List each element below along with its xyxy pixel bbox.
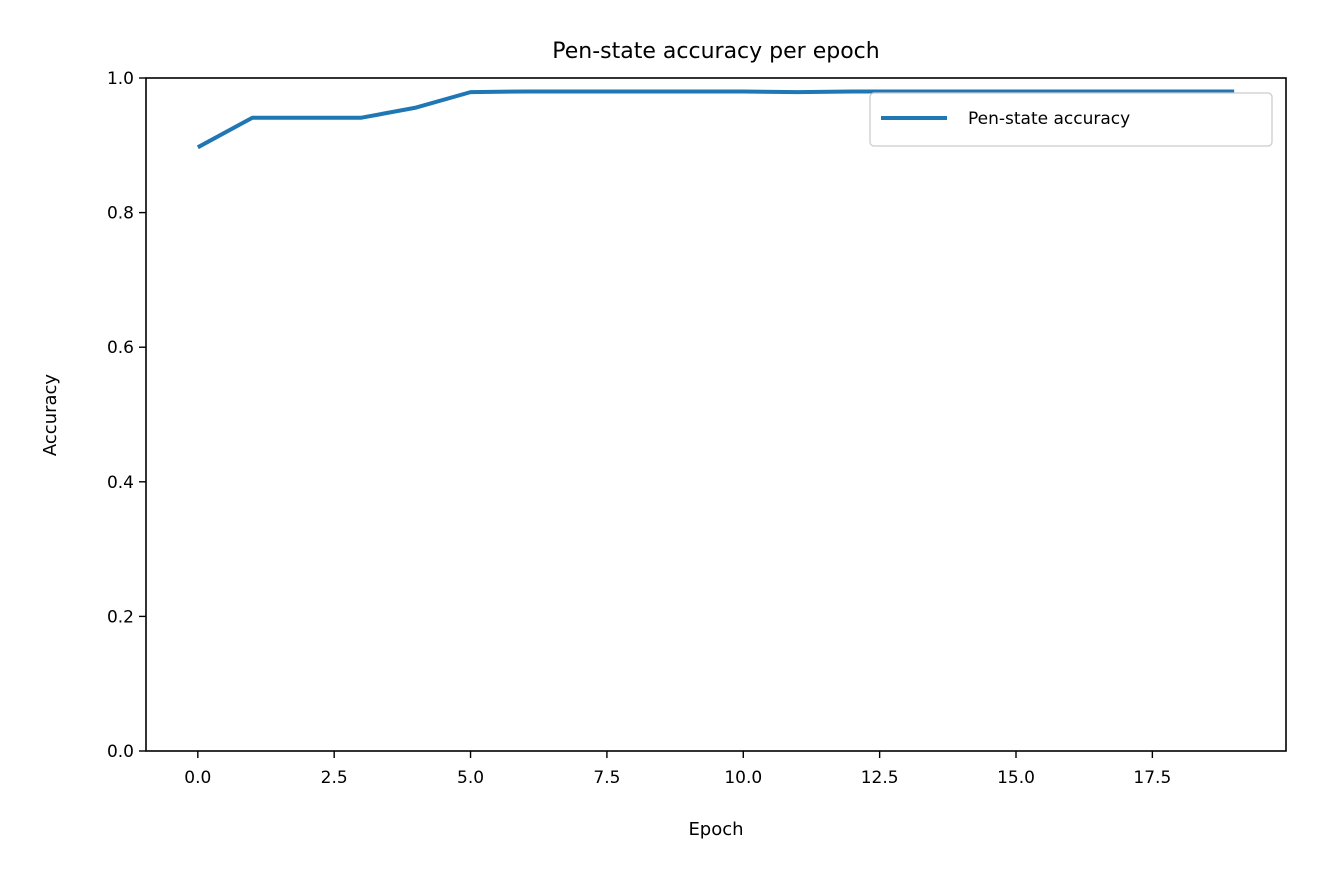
x-axis-label: Epoch bbox=[688, 819, 743, 840]
x-tick-label: 0.0 bbox=[184, 768, 211, 788]
x-tick-label: 2.5 bbox=[321, 768, 348, 788]
legend-label: Pen-state accuracy bbox=[968, 109, 1130, 129]
y-axis-ticks: 0.0 0.2 0.4 0.6 0.8 1.0 bbox=[107, 69, 146, 762]
series-layer bbox=[196, 89, 1235, 150]
x-axis-ticks: 0.0 2.5 5.0 7.5 10.0 12.5 15.0 17.5 bbox=[184, 751, 1171, 788]
x-tick-label: 7.5 bbox=[593, 768, 620, 788]
legend: Pen-state accuracy bbox=[869, 92, 1273, 147]
y-tick-label: 0.2 bbox=[107, 607, 134, 627]
plot-area-frame bbox=[145, 77, 1287, 752]
chart-title: Pen-state accuracy per epoch bbox=[552, 39, 879, 64]
series-line-pen-state-accuracy bbox=[196, 89, 1235, 150]
x-tick-label: 12.5 bbox=[861, 768, 899, 788]
y-tick-label: 0.6 bbox=[107, 338, 134, 358]
x-tick-label: 15.0 bbox=[997, 768, 1035, 788]
x-tick-label: 17.5 bbox=[1133, 768, 1171, 788]
x-tick-label: 10.0 bbox=[724, 768, 762, 788]
y-tick-label: 0.4 bbox=[107, 473, 134, 493]
y-tick-label: 0.0 bbox=[107, 742, 134, 762]
x-tick-label: 5.0 bbox=[457, 768, 484, 788]
y-axis-label: Accuracy bbox=[40, 374, 61, 457]
legend-box bbox=[869, 92, 1273, 147]
y-tick-label: 1.0 bbox=[107, 69, 134, 89]
y-tick-label: 0.8 bbox=[107, 204, 134, 224]
